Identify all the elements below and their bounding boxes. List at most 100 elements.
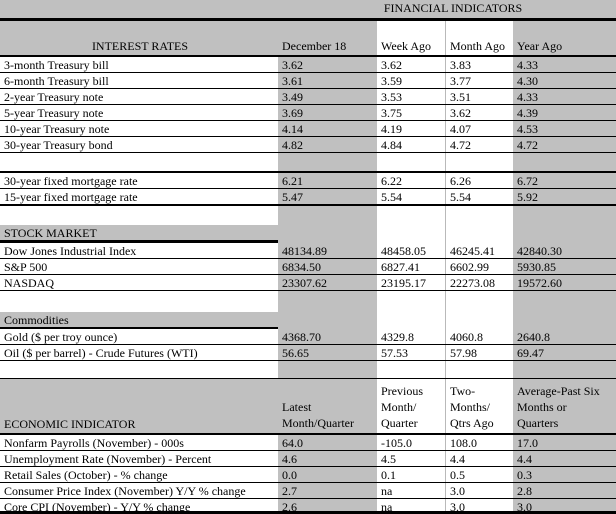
column-header-row: INTEREST RATES December 18 Week Ago Mont… [0,36,616,57]
spacer-cell [377,21,446,36]
value-cell: na [377,499,446,511]
page-title: FINANCIAL INDICATORS [383,1,523,15]
spacer-cell [513,225,616,243]
value-cell: 3.75 [377,105,446,120]
value-cell: 46245.41 [446,243,513,258]
row-label: 15-year fixed mortgage rate [0,189,278,204]
spacer-cell [446,21,513,36]
col-header-average-past-six: Average-Past Six Months or Quarters [513,379,616,433]
spacer-cell [278,291,377,312]
table-row: 30-year Treasury bond 4.82 4.84 4.72 4.7… [0,137,616,153]
spacer-cell [513,206,616,225]
spacer-cell [513,21,616,36]
value-cell: 22273.08 [446,275,513,290]
spacer-cell [446,225,513,243]
col-header-month-ago: Month Ago [446,36,513,55]
value-cell: 6.26 [446,173,513,188]
value-cell: 3.0 [446,483,513,498]
value-cell: 3.51 [446,89,513,104]
value-cell: 57.98 [446,345,513,360]
table-row: Dow Jones Industrial Index 48134.89 4845… [0,243,616,259]
section-row-stock-market: STOCK MARKET [0,225,616,243]
value-cell: 4.6 [278,451,377,466]
value-cell: 0.1 [377,467,446,482]
value-cell: 4.53 [513,121,616,136]
section-header-economic-indicator: ECONOMIC INDICATOR [0,379,278,433]
spacer-cell [0,21,278,36]
row-label: Consumer Price Index (November) Y/Y % ch… [0,483,278,498]
spacer-cell [513,361,616,378]
row-label: Dow Jones Industrial Index [0,243,278,258]
value-cell: 4.4 [446,451,513,466]
spacer-cell [513,312,616,329]
spacer-cell [0,361,278,378]
value-cell: 3.69 [278,105,377,120]
value-cell: 6.21 [278,173,377,188]
row-label: Oil ($ per barrel) - Crude Futures (WTI) [0,345,278,360]
table-row: Core CPI (November) - Y/Y % change 2.6 n… [0,499,616,512]
spacer-cell [0,153,278,171]
row-label: 6-month Treasury bill [0,73,278,88]
row-label: S&P 500 [0,259,278,274]
value-cell: 3.49 [278,89,377,104]
value-cell: 6827.41 [377,259,446,274]
row-label: Core CPI (November) - Y/Y % change [0,499,278,511]
value-cell: 48134.89 [278,243,377,258]
spacer-cell [377,291,446,312]
row-label: Gold ($ per troy ounce) [0,329,278,344]
value-cell: 3.62 [278,57,377,72]
value-cell: 56.65 [278,345,377,360]
bottom-border-bar [0,512,616,514]
section-header-stock-market: STOCK MARKET [0,225,278,243]
value-cell: 42840.30 [513,243,616,258]
spacer-cell [278,225,377,243]
table-row: 6-month Treasury bill 3.61 3.59 3.77 4.3… [0,73,616,89]
value-cell: 5.47 [278,189,377,204]
value-cell: 6602.99 [446,259,513,274]
value-cell: 2.7 [278,483,377,498]
table-row: 15-year fixed mortgage rate 5.47 5.54 5.… [0,189,616,206]
spacer-cell [513,153,616,171]
value-cell: 6834.50 [278,259,377,274]
value-cell: 2640.8 [513,329,616,344]
value-cell: 3.59 [377,73,446,88]
value-cell: 4.39 [513,105,616,120]
spacer-cell [446,361,513,378]
row-label: Retail Sales (October) - % change [0,467,278,482]
spacer-row [0,21,616,36]
value-cell: 3.0 [446,499,513,511]
col-header-december-18: December 18 [278,36,377,55]
value-cell: -105.0 [377,435,446,450]
value-cell: 3.53 [377,89,446,104]
spacer-row [0,361,616,379]
col-header-two-months-ago: Two- Months/ Qtrs Ago [446,379,513,433]
row-label: 30-year Treasury bond [0,137,278,152]
value-cell: 57.53 [377,345,446,360]
spacer-cell [278,21,377,36]
value-cell: 0.0 [278,467,377,482]
table-row: NASDAQ 23307.62 23195.17 22273.08 19572.… [0,275,616,291]
spacer-row [0,206,616,225]
value-cell: 17.0 [513,435,616,450]
spacer-cell [446,206,513,225]
table-row: Retail Sales (October) - % change 0.0 0.… [0,467,616,483]
spacer-cell [513,291,616,312]
row-label: Nonfarm Payrolls (November) - 000s [0,435,278,450]
col-header-previous: Previous Month/ Quarter [377,379,446,433]
spacer-cell [377,206,446,225]
section-header-commodities: Commodities [0,312,278,329]
table-row: Nonfarm Payrolls (November) - 000s 64.0 … [0,435,616,451]
value-cell: 4368.70 [278,329,377,344]
col-header-latest: Latest Month/Quarter [278,379,377,433]
value-cell: 3.62 [377,57,446,72]
value-cell: 4.14 [278,121,377,136]
value-cell: 6.72 [513,173,616,188]
value-cell: 3.61 [278,73,377,88]
row-label: 5-year Treasury note [0,105,278,120]
value-cell: 6.22 [377,173,446,188]
spacer-row [0,291,616,312]
spacer-cell [278,361,377,378]
value-cell: 5.54 [377,189,446,204]
value-cell: 69.47 [513,345,616,360]
value-cell: 5.92 [513,189,616,204]
